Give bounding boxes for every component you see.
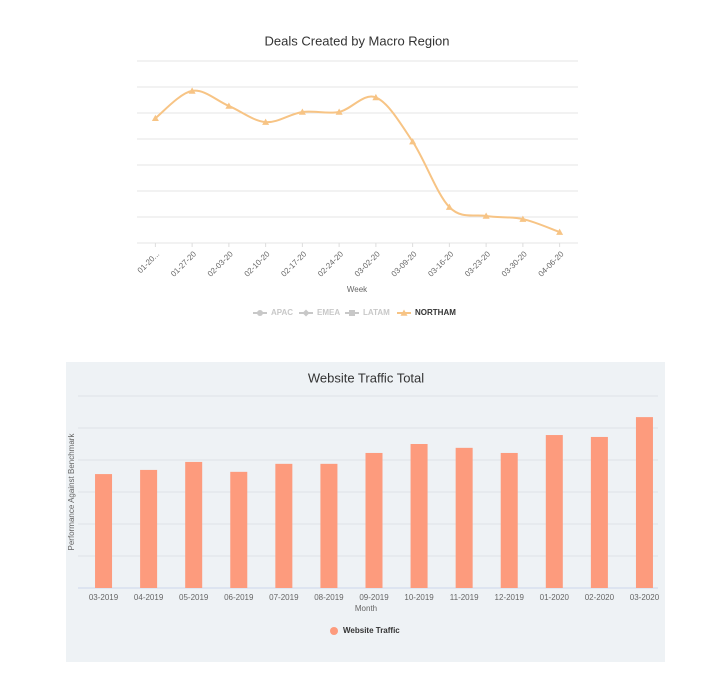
legend-item[interactable]: APAC bbox=[271, 308, 293, 317]
x-tick-label: 03-2020 bbox=[630, 593, 660, 602]
chart-title: Website Traffic Total bbox=[308, 370, 424, 385]
x-axis-label: Week bbox=[347, 285, 368, 294]
x-tick-label: 03-02-20 bbox=[353, 249, 382, 278]
bar bbox=[635, 417, 653, 588]
point bbox=[335, 108, 343, 115]
legend-marker bbox=[349, 310, 355, 316]
x-tick-label: 11-2019 bbox=[450, 593, 479, 602]
x-tick-label: 02-03-20 bbox=[206, 249, 235, 278]
point bbox=[262, 118, 270, 125]
bar bbox=[230, 471, 248, 588]
x-tick-label: 06-2019 bbox=[224, 593, 254, 602]
point bbox=[445, 203, 453, 210]
series-line bbox=[154, 89, 560, 234]
legend-item[interactable]: LATAM bbox=[363, 308, 390, 317]
x-tick-label: 03-09-20 bbox=[390, 249, 419, 278]
legend-marker bbox=[257, 310, 263, 316]
legend-item[interactable]: EMEA bbox=[317, 308, 340, 317]
point bbox=[225, 102, 233, 109]
x-tick-label: 05-2019 bbox=[179, 593, 209, 602]
x-tick-label: 03-16-20 bbox=[426, 249, 455, 278]
point bbox=[151, 114, 159, 121]
x-tick-label: 12-2019 bbox=[495, 593, 525, 602]
x-tick-label: 10-2019 bbox=[404, 593, 434, 602]
x-tick-label: 01-27-20 bbox=[169, 249, 198, 278]
bar bbox=[410, 444, 428, 588]
legend-marker bbox=[302, 309, 310, 317]
point bbox=[372, 93, 380, 101]
bar bbox=[545, 435, 563, 588]
point bbox=[519, 215, 527, 222]
x-tick-label: 03-2019 bbox=[89, 593, 119, 602]
bar bbox=[365, 452, 383, 588]
x-tick-label: 02-2020 bbox=[585, 593, 615, 602]
x-tick-label: 03-30-20 bbox=[500, 249, 529, 278]
x-tick-label: 01-2020 bbox=[540, 593, 570, 602]
x-tick-label: 09-2019 bbox=[359, 593, 389, 602]
bar bbox=[140, 469, 158, 588]
bar bbox=[500, 452, 518, 588]
x-tick-label: 08-2019 bbox=[314, 593, 344, 602]
bar bbox=[455, 447, 473, 588]
x-tick-label: 02-10-20 bbox=[243, 249, 272, 278]
x-tick-label: 02-24-20 bbox=[316, 249, 345, 278]
y-axis-label: Performance Against Benchmark bbox=[67, 433, 76, 551]
x-tick-label: 04-2019 bbox=[134, 593, 164, 602]
bar bbox=[590, 436, 608, 588]
bar bbox=[185, 461, 203, 588]
x-tick-label: 07-2019 bbox=[269, 593, 299, 602]
point bbox=[556, 228, 564, 235]
x-axis-label: Month bbox=[355, 604, 377, 613]
bar bbox=[320, 463, 338, 588]
bar bbox=[95, 474, 113, 588]
point bbox=[482, 212, 490, 219]
point bbox=[298, 108, 306, 115]
legend-marker bbox=[330, 627, 338, 635]
point bbox=[409, 138, 417, 145]
legend-marker bbox=[400, 309, 408, 316]
legend-item[interactable]: NORTHAM bbox=[415, 308, 456, 317]
bar bbox=[275, 463, 293, 588]
x-tick-label: 04-06-20 bbox=[537, 249, 566, 278]
chart-title: Deals Created by Macro Region bbox=[265, 33, 450, 48]
point bbox=[188, 87, 196, 94]
x-tick-label: 02-17-20 bbox=[279, 249, 308, 278]
x-tick-label: 01-20... bbox=[136, 250, 162, 276]
legend-item[interactable]: Website Traffic bbox=[343, 626, 400, 635]
x-tick-label: 03-23-20 bbox=[463, 249, 492, 278]
